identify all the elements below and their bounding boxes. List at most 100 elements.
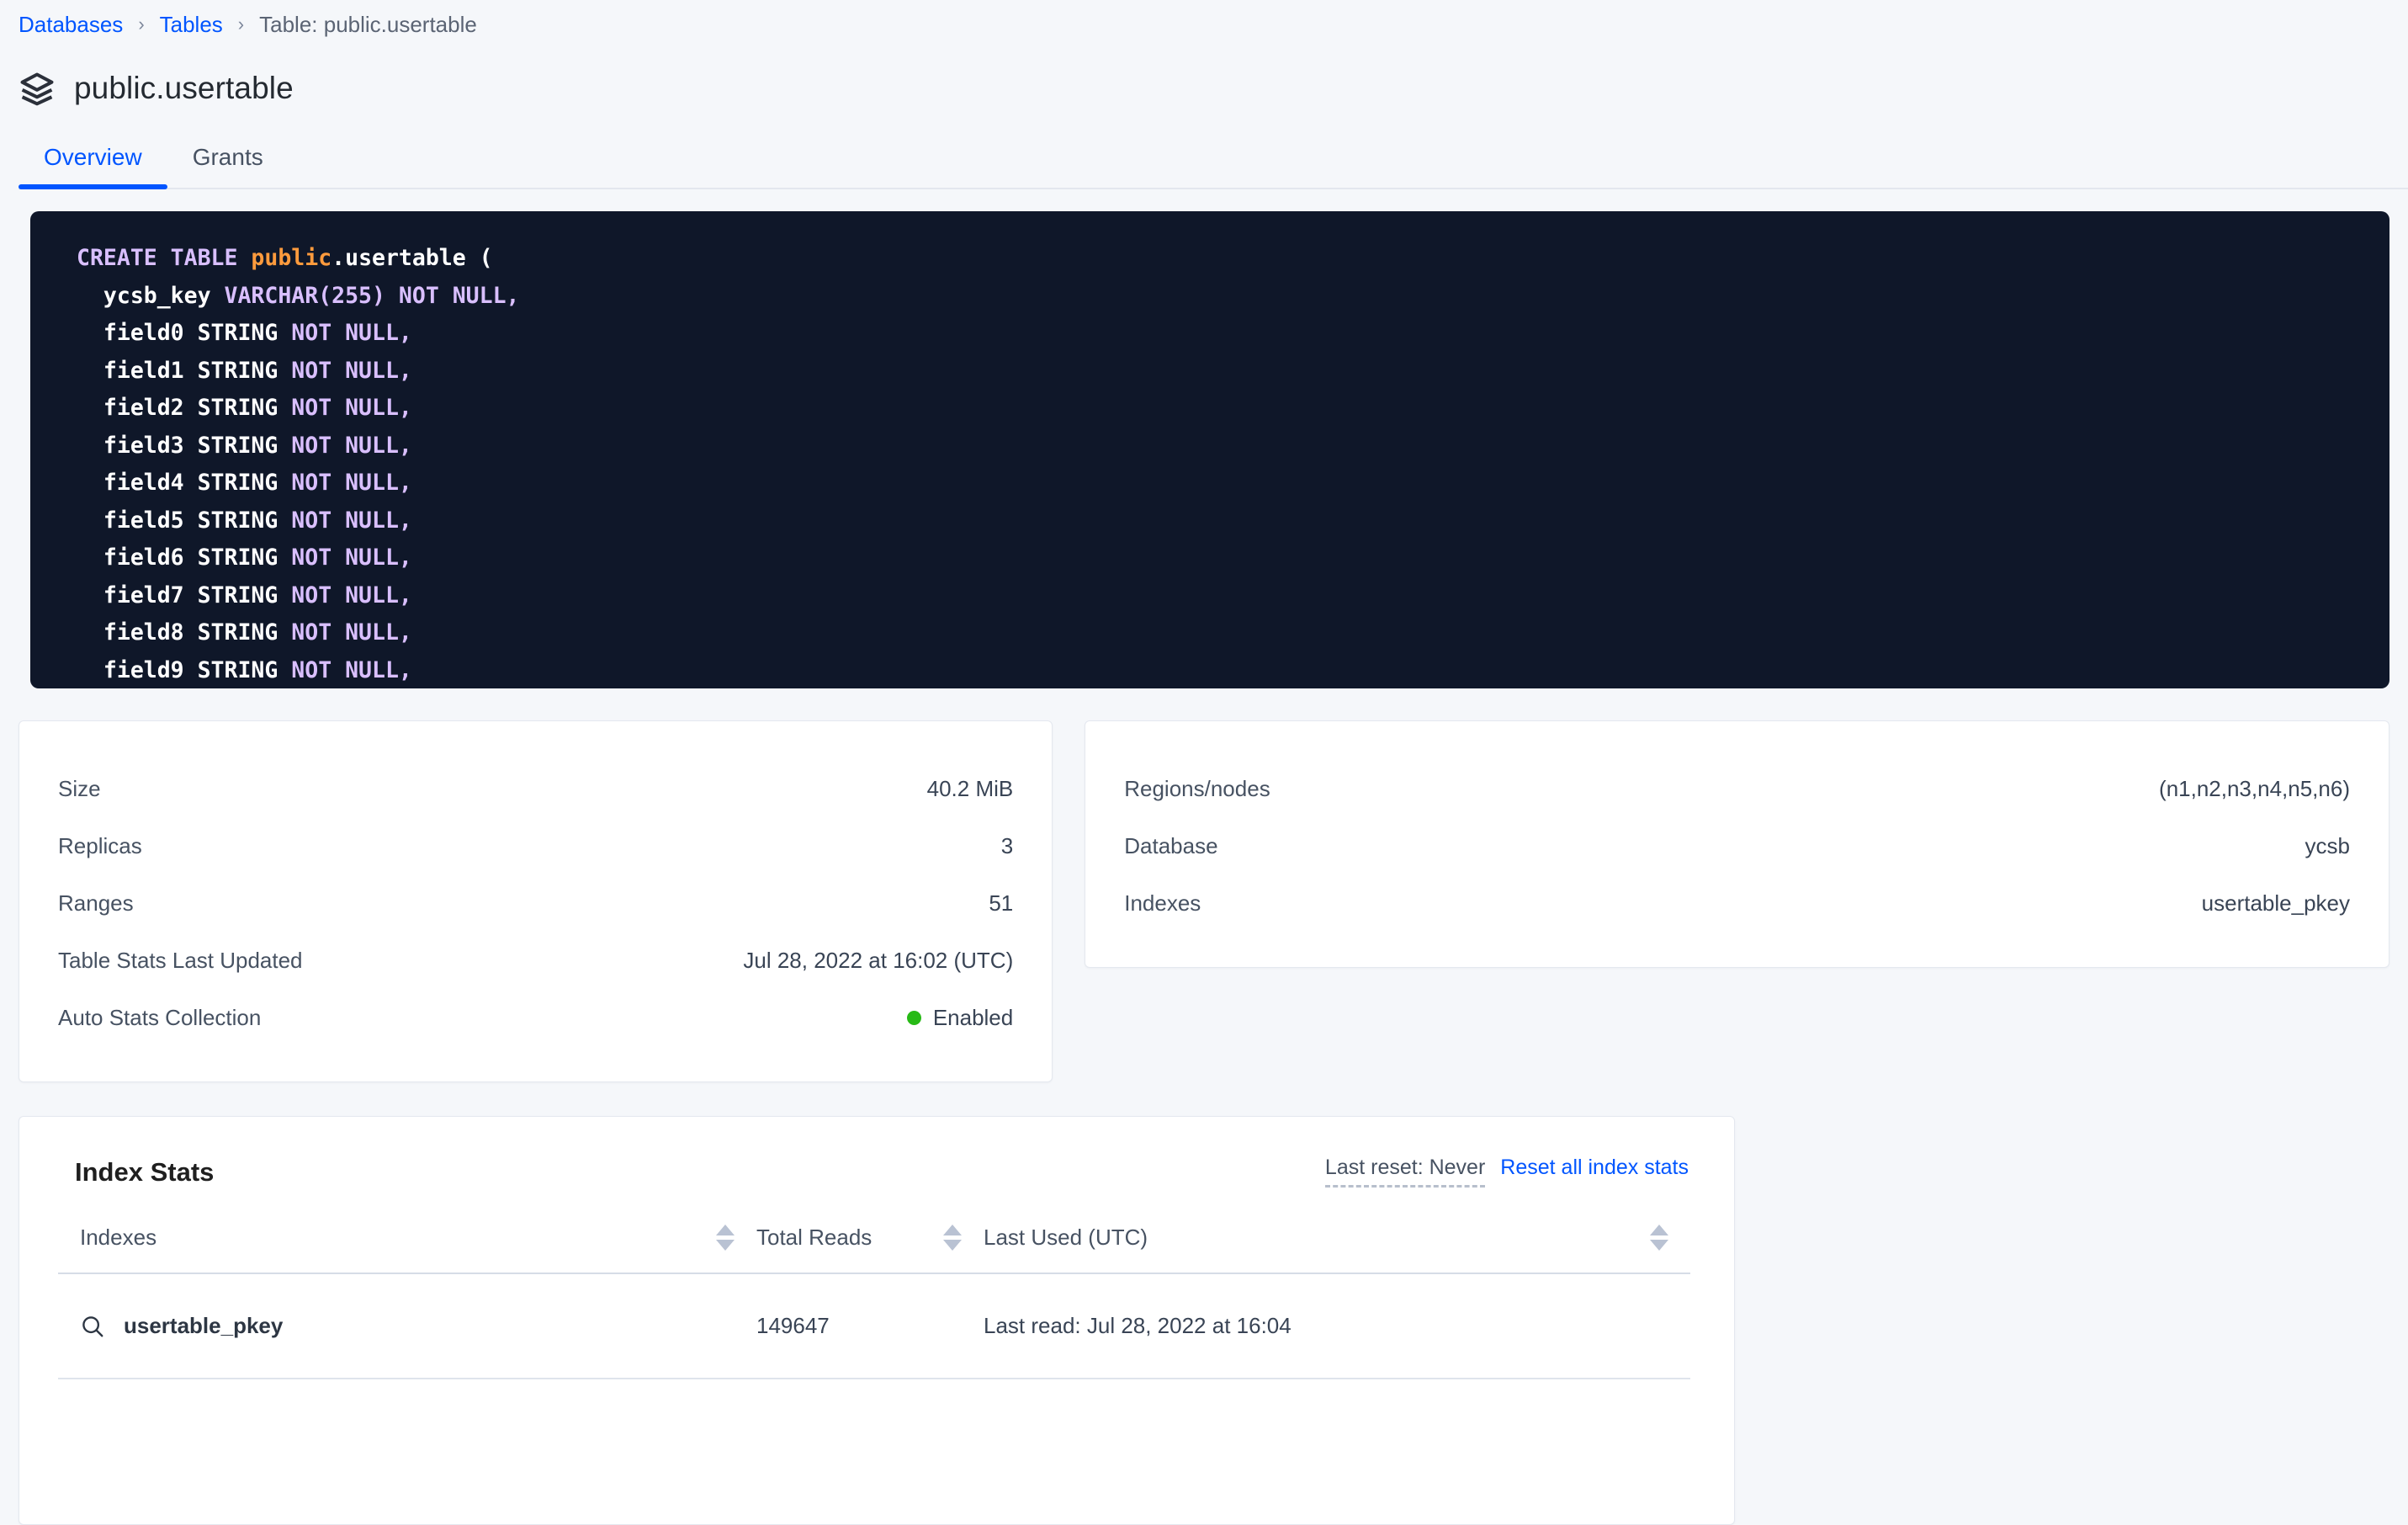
sort-toggle-icon[interactable]	[943, 1225, 962, 1251]
status-text: Enabled	[932, 1004, 1014, 1030]
cell-last-used: Last read: Jul 28, 2022 at 16:04	[984, 1273, 1690, 1380]
column-header-label: Total Reads	[756, 1225, 873, 1251]
code-token: ycsb_key	[77, 282, 225, 309]
column-header-label: Indexes	[80, 1225, 157, 1251]
table-placement-card: Regions/nodes (n1,n2,n3,n4,n5,n6) Databa…	[1085, 720, 2389, 969]
index-stats-table: Indexes Total Reads Last Used (UTC)	[58, 1225, 1690, 1380]
table-details-card: Size 40.2 MiB Replicas 3 Ranges 51 Table…	[19, 720, 1053, 1083]
stat-label: Replicas	[58, 832, 142, 858]
stat-label: Ranges	[58, 890, 134, 916]
cell-total-reads: 149647	[756, 1273, 984, 1380]
stat-row-database: Database ycsb	[1124, 817, 2350, 874]
code-line: field9 STRING NOT NULL,	[77, 652, 2389, 689]
tab-overview[interactable]: Overview	[19, 144, 167, 190]
code-token: NOT NULL,	[291, 320, 412, 347]
code-line: field8 STRING NOT NULL,	[77, 614, 2389, 652]
code-token: VARCHAR(255) NOT NULL,	[224, 282, 520, 309]
create-table-statement: CREATE TABLE public.usertable ( ycsb_key…	[30, 240, 2389, 688]
breadcrumb: Databases › Tables › Table: public.usert…	[0, 0, 2408, 38]
breadcrumb-link-databases[interactable]: Databases	[19, 12, 124, 37]
cell-index-name: usertable_pkey	[58, 1273, 756, 1380]
code-token: field1 STRING	[77, 357, 292, 384]
code-line: field4 STRING NOT NULL,	[77, 465, 2389, 502]
search-icon	[80, 1314, 105, 1339]
stat-row-size: Size 40.2 MiB	[58, 760, 1013, 817]
column-header-total-reads[interactable]: Total Reads	[756, 1225, 984, 1275]
code-token: .usertable (	[331, 245, 493, 272]
code-token: field8 STRING	[77, 619, 292, 646]
stat-label: Indexes	[1124, 890, 1201, 916]
stat-value: (n1,n2,n3,n4,n5,n6)	[2159, 775, 2350, 801]
code-line: field2 STRING NOT NULL,	[77, 390, 2389, 428]
stat-label: Size	[58, 775, 101, 801]
breadcrumb-current: Table: public.usertable	[259, 12, 477, 37]
tab-grants[interactable]: Grants	[192, 144, 263, 171]
breadcrumb-link-tables[interactable]: Tables	[159, 12, 223, 37]
code-line: field5 STRING NOT NULL,	[77, 502, 2389, 540]
code-token: NOT NULL,	[291, 619, 412, 646]
status-badge: Enabled	[906, 1004, 1014, 1031]
code-token: NOT NULL,	[291, 507, 412, 534]
code-line: field3 STRING NOT NULL,	[77, 428, 2389, 465]
stat-value: Jul 28, 2022 at 16:02 (UTC)	[743, 947, 1014, 973]
tab-bar-rule	[19, 188, 2408, 190]
layers-icon	[19, 70, 56, 107]
stat-row-table-stats-last-updated: Table Stats Last Updated Jul 28, 2022 at…	[58, 932, 1013, 989]
stat-label: Table Stats Last Updated	[58, 947, 303, 973]
sort-toggle-icon[interactable]	[716, 1225, 735, 1251]
table-header-row: Indexes Total Reads Last Used (UTC)	[58, 1225, 1690, 1275]
code-token: field4 STRING	[77, 470, 292, 497]
index-stats-title: Index Stats	[75, 1157, 215, 1188]
stat-value: 51	[989, 890, 1014, 916]
page-header: public.usertable	[0, 38, 2408, 107]
code-token: CREATE TABLE	[77, 245, 252, 272]
column-header-indexes[interactable]: Indexes	[58, 1225, 756, 1275]
stat-value: usertable_pkey	[2201, 890, 2350, 916]
code-token: field2 STRING	[77, 395, 292, 422]
code-line: CREATE TABLE public.usertable (	[77, 240, 2389, 278]
stat-label: Regions/nodes	[1124, 775, 1270, 801]
code-token: field9 STRING	[77, 656, 292, 683]
code-token: NOT NULL,	[291, 357, 412, 384]
code-token: field0 STRING	[77, 320, 292, 347]
index-stats-actions: Last reset: Never Reset all index stats	[1324, 1156, 1695, 1188]
stat-row-auto-stats-collection: Auto Stats Collection Enabled	[58, 989, 1013, 1046]
code-token: field6 STRING	[77, 545, 292, 571]
stat-label: Auto Stats Collection	[58, 1004, 262, 1030]
code-token: NOT NULL,	[291, 432, 412, 459]
stat-value: ycsb	[2305, 832, 2350, 858]
stat-label: Database	[1124, 832, 1218, 858]
index-stats-header: Index Stats Last reset: Never Reset all …	[58, 1156, 1695, 1188]
code-token: NOT NULL,	[291, 545, 412, 571]
stat-row-regions-nodes: Regions/nodes (n1,n2,n3,n4,n5,n6)	[1124, 760, 2350, 817]
code-token: NOT NULL,	[291, 470, 412, 497]
create-table-code-panel: CREATE TABLE public.usertable ( ycsb_key…	[30, 211, 2389, 689]
stat-row-indexes: Indexes usertable_pkey	[1124, 874, 2350, 932]
stat-row-replicas: Replicas 3	[58, 817, 1013, 874]
code-line: field6 STRING NOT NULL,	[77, 539, 2389, 577]
code-line: field0 STRING NOT NULL,	[77, 315, 2389, 353]
sort-toggle-icon[interactable]	[1650, 1225, 1668, 1251]
index-stats-card: Index Stats Last reset: Never Reset all …	[19, 1116, 1735, 1525]
stat-value: 40.2 MiB	[926, 775, 1014, 801]
index-name-link[interactable]: usertable_pkey	[124, 1313, 284, 1339]
code-token: NOT NULL,	[291, 582, 412, 608]
breadcrumb-separator-icon: ›	[138, 13, 145, 35]
code-token: field5 STRING	[77, 507, 292, 534]
column-header-label: Last Used (UTC)	[984, 1225, 1148, 1251]
reset-all-index-stats-link[interactable]: Reset all index stats	[1500, 1156, 1689, 1180]
breadcrumb-separator-icon: ›	[237, 13, 245, 35]
status-dot-icon	[906, 1010, 921, 1025]
code-line: field7 STRING NOT NULL,	[77, 577, 2389, 615]
table-row[interactable]: usertable_pkey 149647 Last read: Jul 28,…	[58, 1273, 1690, 1380]
stat-value: 3	[1000, 832, 1014, 858]
code-line: field1 STRING NOT NULL,	[77, 353, 2389, 391]
summary-cards: Size 40.2 MiB Replicas 3 Ranges 51 Table…	[0, 688, 2408, 1083]
code-token: field7 STRING	[77, 582, 292, 608]
page-title: public.usertable	[74, 71, 294, 106]
column-header-last-used[interactable]: Last Used (UTC)	[984, 1225, 1690, 1275]
code-token: NOT NULL,	[291, 395, 412, 422]
code-line: ycsb_key VARCHAR(255) NOT NULL,	[77, 278, 2389, 316]
tab-bar: Overview Grants	[0, 119, 2408, 190]
code-token: NOT NULL,	[291, 656, 412, 683]
